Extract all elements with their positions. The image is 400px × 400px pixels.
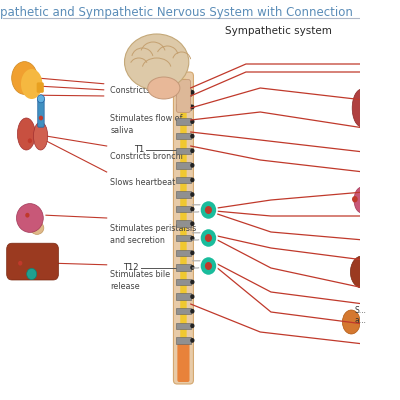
Text: Sympathetic system: Sympathetic system	[224, 26, 331, 36]
Circle shape	[190, 280, 194, 284]
Ellipse shape	[21, 69, 42, 99]
Bar	[176, 133, 191, 139]
Circle shape	[190, 134, 194, 138]
FancyBboxPatch shape	[174, 72, 194, 384]
Bar	[176, 191, 191, 198]
Bar	[176, 206, 191, 212]
Text: Slows heartbeat: Slows heartbeat	[110, 178, 176, 187]
Circle shape	[190, 163, 194, 168]
Circle shape	[190, 324, 194, 328]
Bar	[176, 162, 191, 168]
Ellipse shape	[17, 118, 35, 150]
Bar	[176, 177, 191, 183]
Circle shape	[200, 228, 217, 248]
Bar	[176, 323, 191, 329]
Bar	[176, 235, 191, 242]
Ellipse shape	[16, 204, 43, 232]
Circle shape	[190, 309, 194, 314]
Circle shape	[200, 200, 217, 220]
Ellipse shape	[350, 256, 374, 288]
Circle shape	[190, 338, 194, 343]
FancyBboxPatch shape	[176, 80, 190, 112]
Circle shape	[190, 90, 194, 95]
FancyBboxPatch shape	[37, 82, 44, 93]
Circle shape	[18, 261, 22, 266]
FancyBboxPatch shape	[180, 79, 187, 377]
Circle shape	[28, 138, 32, 143]
Text: Constricts pupils: Constricts pupils	[110, 86, 177, 95]
Bar	[176, 279, 191, 285]
Bar	[176, 250, 191, 256]
Text: Constricts bronchi: Constricts bronchi	[110, 152, 183, 161]
Circle shape	[205, 262, 212, 270]
Text: T1: T1	[134, 146, 144, 154]
Bar	[176, 220, 191, 227]
FancyBboxPatch shape	[7, 243, 58, 280]
Bar	[176, 308, 191, 314]
Circle shape	[190, 236, 194, 241]
Ellipse shape	[34, 122, 48, 150]
Circle shape	[200, 256, 217, 276]
Circle shape	[190, 119, 194, 124]
FancyBboxPatch shape	[177, 338, 190, 382]
Circle shape	[190, 221, 194, 226]
Circle shape	[190, 178, 194, 182]
Circle shape	[190, 207, 194, 212]
Text: pathetic and Sympathetic Nervous System with Connection: pathetic and Sympathetic Nervous System …	[0, 6, 352, 19]
Circle shape	[25, 213, 30, 218]
Text: Stimulates bile
release: Stimulates bile release	[110, 270, 170, 291]
Ellipse shape	[342, 310, 360, 334]
Bar	[176, 264, 191, 271]
Circle shape	[205, 206, 212, 214]
Circle shape	[37, 95, 44, 103]
Circle shape	[190, 250, 194, 255]
Bar	[176, 148, 191, 154]
Circle shape	[352, 196, 358, 202]
Text: Stimulates peristalsis
and secretion: Stimulates peristalsis and secretion	[110, 224, 196, 245]
Circle shape	[205, 234, 212, 242]
Bar	[176, 104, 191, 110]
Circle shape	[27, 268, 37, 280]
Ellipse shape	[148, 77, 180, 99]
Bar	[176, 294, 191, 300]
Circle shape	[190, 148, 194, 153]
Ellipse shape	[352, 89, 372, 127]
Circle shape	[190, 265, 194, 270]
Circle shape	[190, 192, 194, 197]
Text: Stimulates flow of
saliva: Stimulates flow of saliva	[110, 114, 183, 135]
Bar	[176, 89, 191, 96]
Circle shape	[39, 116, 43, 120]
FancyBboxPatch shape	[38, 99, 44, 127]
Text: S...
a...: S... a...	[355, 306, 367, 326]
Ellipse shape	[354, 187, 370, 213]
Ellipse shape	[124, 34, 189, 90]
Circle shape	[190, 104, 194, 109]
Bar	[176, 118, 191, 125]
Bar	[176, 337, 191, 344]
Circle shape	[190, 294, 194, 299]
Text: T12: T12	[123, 264, 139, 272]
Ellipse shape	[12, 62, 37, 94]
Ellipse shape	[30, 222, 44, 234]
